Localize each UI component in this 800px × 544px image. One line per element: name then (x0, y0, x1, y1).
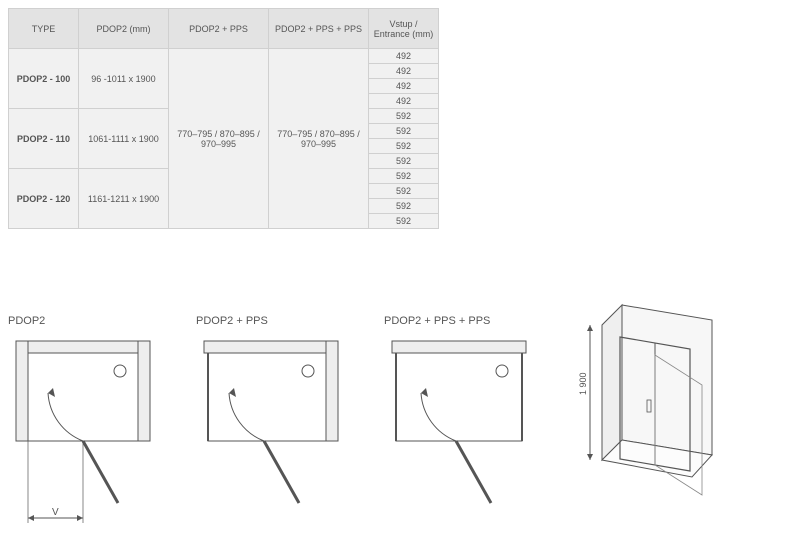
spec-table: TYPE PDOP2 (mm) PDOP2 + PPS PDOP2 + PPS … (8, 8, 439, 229)
entrance-cell: 492 (369, 64, 439, 79)
pdop2-cell: 1061-1111 x 1900 (79, 109, 169, 169)
pps-cell: 770–795 / 870–895 / 970–995 (169, 49, 269, 229)
type-cell: PDOP2 - 120 (9, 169, 79, 229)
entrance-cell: 592 (369, 199, 439, 214)
diagram-label: PDOP2 + PPS (196, 315, 346, 327)
entrance-cell: 592 (369, 169, 439, 184)
entrance-cell: 592 (369, 109, 439, 124)
col-type: TYPE (9, 9, 79, 49)
height-label: 1 900 (578, 372, 588, 395)
entrance-cell: 492 (369, 79, 439, 94)
entrance-cell: 592 (369, 124, 439, 139)
pdop2-cell: 1161-1211 x 1900 (79, 169, 169, 229)
diagram-pdop2: PDOP2 (8, 315, 158, 463)
plan-svg-icon: V (8, 333, 158, 533)
entrance-cell: 592 (369, 214, 439, 229)
plan-svg-icon (384, 333, 534, 513)
col-pdop2-pps: PDOP2 + PPS (169, 9, 269, 49)
v-label: V (52, 507, 59, 518)
table-header-row: TYPE PDOP2 (mm) PDOP2 + PPS PDOP2 + PPS … (9, 9, 439, 49)
pdop2-cell: 96 -1011 x 1900 (79, 49, 169, 109)
diagram-isometric: 1 900 (572, 295, 732, 505)
iso-svg-icon: 1 900 (572, 295, 742, 515)
type-cell: PDOP2 - 110 (9, 109, 79, 169)
entrance-cell: 492 (369, 94, 439, 109)
diagrams-section: PDOP2 (8, 315, 792, 525)
entrance-cell: 592 (369, 139, 439, 154)
entrance-cell: 592 (369, 154, 439, 169)
diagram-label: PDOP2 (8, 315, 158, 327)
plan-svg-icon (196, 333, 346, 513)
col-pdop2-pps-pps: PDOP2 + PPS + PPS (269, 9, 369, 49)
col-entrance: Vstup / Entrance (mm) (369, 9, 439, 49)
entrance-cell: 492 (369, 49, 439, 64)
diagram-pdop2-pps-pps: PDOP2 + PPS + PPS (384, 315, 534, 463)
col-pdop2: PDOP2 (mm) (79, 9, 169, 49)
entrance-cell: 592 (369, 184, 439, 199)
diagram-label: PDOP2 + PPS + PPS (384, 315, 534, 327)
ppspps-cell: 770–795 / 870–895 / 970–995 (269, 49, 369, 229)
type-cell: PDOP2 - 100 (9, 49, 79, 109)
table-body: PDOP2 - 100 96 -1011 x 1900 770–795 / 87… (9, 49, 439, 229)
diagram-pdop2-pps: PDOP2 + PPS (196, 315, 346, 463)
